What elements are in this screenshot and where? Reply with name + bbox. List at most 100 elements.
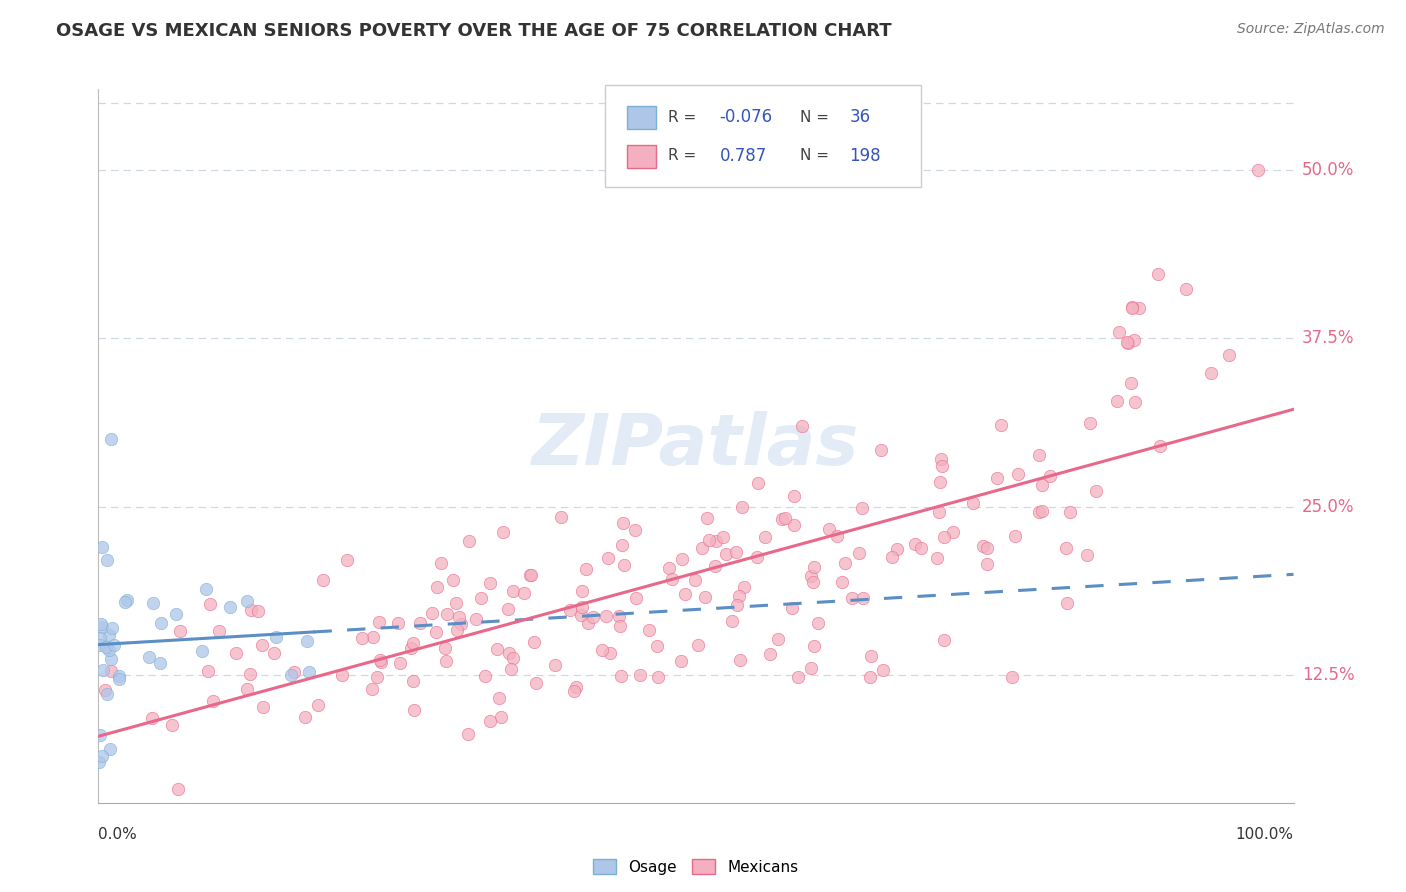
Point xyxy=(498,646,520,660)
Point xyxy=(859,648,882,663)
Point xyxy=(1054,541,1077,556)
Point xyxy=(1001,670,1024,684)
Point xyxy=(194,582,217,596)
Point xyxy=(1128,301,1150,315)
Point xyxy=(89,638,111,652)
Point xyxy=(370,655,392,669)
Point xyxy=(114,595,136,609)
Point xyxy=(851,501,873,516)
Point xyxy=(1004,528,1026,542)
Point xyxy=(934,632,956,647)
Point xyxy=(352,632,374,646)
Point xyxy=(564,680,586,694)
Point xyxy=(402,636,425,650)
Point xyxy=(562,683,585,698)
Point xyxy=(250,638,273,652)
Point xyxy=(197,664,219,678)
Point xyxy=(942,525,965,540)
Point xyxy=(441,573,464,587)
Point xyxy=(725,545,748,559)
Point xyxy=(236,681,259,696)
Point xyxy=(852,591,875,606)
Point xyxy=(725,599,748,613)
Point xyxy=(387,616,409,631)
Point xyxy=(786,670,808,684)
Point xyxy=(457,726,479,740)
Point xyxy=(91,620,114,634)
Point xyxy=(87,756,110,770)
Point xyxy=(280,667,302,681)
Point xyxy=(673,587,696,601)
Point xyxy=(728,653,751,667)
Point xyxy=(198,597,221,611)
Point xyxy=(297,633,319,648)
Point xyxy=(1175,282,1198,296)
Point xyxy=(671,552,693,566)
Point xyxy=(91,748,114,763)
Text: R =: R = xyxy=(668,110,696,125)
Point xyxy=(904,537,927,551)
Point xyxy=(492,524,515,539)
Text: R =: R = xyxy=(668,148,696,163)
Point xyxy=(425,625,447,640)
Point xyxy=(758,648,780,662)
Text: Source: ZipAtlas.com: Source: ZipAtlas.com xyxy=(1237,22,1385,37)
Point xyxy=(464,612,486,626)
Point xyxy=(598,551,620,566)
Point xyxy=(100,664,122,678)
Point xyxy=(520,568,543,582)
Point xyxy=(872,664,894,678)
Point xyxy=(986,471,1008,485)
Point xyxy=(474,669,496,683)
Point xyxy=(818,522,841,536)
Point xyxy=(609,669,631,683)
Point xyxy=(479,714,502,728)
Point xyxy=(745,550,768,565)
Point xyxy=(1007,467,1029,481)
Point xyxy=(582,610,605,624)
Point xyxy=(1218,348,1240,362)
Point xyxy=(928,475,950,490)
Point xyxy=(1039,468,1062,483)
Point xyxy=(972,539,994,553)
Point xyxy=(298,665,321,679)
Point xyxy=(1119,376,1142,390)
Point xyxy=(661,572,683,586)
Point xyxy=(783,489,806,503)
Point xyxy=(167,782,190,797)
Point xyxy=(361,630,384,644)
Point xyxy=(94,640,117,655)
Point xyxy=(976,541,998,555)
Point xyxy=(773,510,796,524)
Point xyxy=(683,573,706,587)
Point xyxy=(502,583,524,598)
Point xyxy=(928,505,950,519)
Point xyxy=(96,687,118,701)
Point xyxy=(1125,394,1147,409)
Point xyxy=(848,546,870,560)
Point xyxy=(523,635,546,649)
Point xyxy=(90,616,112,631)
Point xyxy=(1122,334,1144,348)
Point xyxy=(1076,549,1098,563)
Text: N =: N = xyxy=(800,110,830,125)
Point xyxy=(690,541,713,556)
Point xyxy=(283,665,305,680)
Legend: Osage, Mexicans: Osage, Mexicans xyxy=(588,853,804,880)
Point xyxy=(929,451,952,466)
Point xyxy=(225,646,247,660)
Point xyxy=(1031,504,1053,518)
Text: 25.0%: 25.0% xyxy=(1302,498,1354,516)
Text: 37.5%: 37.5% xyxy=(1302,329,1354,347)
Point xyxy=(142,596,165,610)
Point xyxy=(264,630,287,644)
Point xyxy=(728,589,751,603)
Point xyxy=(191,643,214,657)
Point xyxy=(100,621,122,635)
Point xyxy=(595,609,617,624)
Point xyxy=(571,599,593,614)
Point xyxy=(436,607,458,622)
Point xyxy=(962,496,984,510)
Point xyxy=(800,569,823,583)
Point xyxy=(486,642,509,657)
